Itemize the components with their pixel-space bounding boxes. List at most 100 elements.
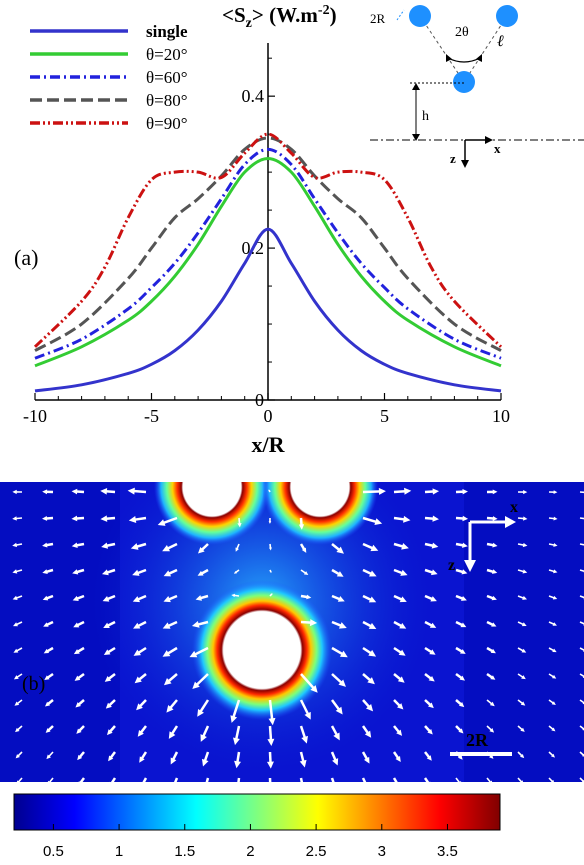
field-arrow: [548, 673, 557, 679]
field-arrow: [455, 672, 466, 681]
field-arrow: [44, 699, 54, 707]
colorbar-tick-label: 2.5: [306, 843, 327, 860]
field-arrow: [200, 725, 210, 742]
field-arrow: [455, 515, 469, 522]
field-arrow: [455, 777, 462, 782]
field-arrow: [455, 699, 465, 708]
inset-label-z: z: [450, 151, 456, 166]
colorbar-gradient: [13, 793, 501, 831]
field-arrow: [42, 594, 54, 601]
field-arrow: [330, 777, 335, 782]
field-arrow: [235, 543, 240, 552]
series-line-4: [33, 132, 503, 348]
field-arrow: [579, 751, 584, 757]
y-tick-label: 0.4: [242, 86, 265, 106]
field-arrow: [548, 777, 554, 782]
field-arrow: [517, 621, 527, 627]
colorbar-tick-label: 1.5: [174, 843, 195, 860]
colorbar: 0.5 1 1.5 2 2.5 3 3.5: [13, 793, 501, 860]
field-arrow: [455, 542, 468, 548]
field-arrow: [393, 725, 403, 736]
field-arrow: [15, 751, 23, 759]
y-tick-label: 0: [255, 390, 264, 410]
vector-arrows: [12, 487, 584, 782]
field-arrow: [102, 594, 116, 602]
legend-label: θ=60°: [146, 68, 188, 87]
field-arrow: [162, 620, 178, 629]
field-arrow: [237, 777, 241, 782]
field-arrow: [486, 620, 497, 627]
field-arrow: [362, 516, 383, 526]
field-arrow: [424, 673, 435, 682]
field-arrow: [362, 646, 377, 657]
field-arrow: [424, 725, 433, 735]
inset-label-h: h: [422, 109, 429, 124]
field-arrow: [234, 751, 242, 769]
field-arrow: [195, 594, 209, 601]
field-arrow: [424, 594, 437, 602]
field-arrow: [486, 594, 497, 601]
field-arrow: [455, 620, 467, 628]
field-arrow: [13, 621, 23, 627]
field-arrow: [268, 777, 272, 782]
field-arrow: [486, 489, 498, 495]
field-arrow: [362, 620, 377, 630]
field-arrow: [77, 751, 85, 761]
x-tick-label: 10: [492, 406, 510, 426]
field-arrow: [268, 517, 272, 524]
legend-label: θ=80°: [146, 91, 188, 110]
field-arrow: [486, 568, 498, 574]
field-arrow: [162, 542, 178, 552]
field-arrow: [299, 725, 308, 744]
field-arrow: [139, 751, 148, 763]
field-arrow: [43, 646, 54, 654]
field-arrow: [46, 751, 54, 760]
colorbar-tick-label: 3.5: [437, 843, 458, 860]
field-arrow: [548, 621, 557, 626]
field-arrow: [133, 620, 147, 629]
field-arrow: [173, 777, 179, 782]
field-arrow: [75, 699, 85, 708]
field-arrow: [486, 699, 495, 707]
field-arrow: [14, 699, 23, 706]
field-arrow: [517, 647, 527, 653]
axes-indicator: x z: [448, 499, 518, 574]
field-arrow: [424, 568, 438, 576]
field-arrow: [548, 490, 558, 495]
field-arrow: [299, 777, 304, 782]
field-arrow: [232, 725, 241, 746]
field-arrow: [299, 699, 311, 720]
field-arrow: [300, 619, 318, 627]
field-arrow: [101, 542, 116, 549]
field-arrow: [201, 751, 210, 767]
field-arrow: [331, 568, 344, 577]
field-arrow: [548, 516, 558, 521]
y-axis-label: <Sz> (W.m-2): [222, 3, 337, 31]
field-arrow: [330, 751, 339, 766]
field-arrow: [12, 542, 23, 548]
field-arrow: [266, 751, 274, 769]
field-arrow: [548, 569, 558, 574]
field-arrow: [105, 699, 116, 709]
field-arrow: [300, 569, 309, 576]
field-arrow: [424, 620, 437, 628]
colorbar-tick-label: 1: [115, 843, 123, 860]
field-arrow: [71, 542, 85, 548]
field-arrow: [189, 646, 209, 658]
field-arrow: [579, 777, 584, 782]
field-arrow: [109, 777, 117, 782]
field-arrow: [361, 751, 370, 764]
field-arrow: [170, 751, 179, 765]
series-line-2: [34, 147, 502, 360]
field-arrow: [42, 542, 54, 548]
heatmap-panel-b: x z (b) 2R: [0, 482, 584, 782]
field-arrow: [78, 777, 86, 782]
field-arrow: [44, 672, 54, 681]
x-tick-label: 5: [380, 406, 389, 426]
field-arrow: [517, 751, 525, 759]
field-arrow: [331, 646, 348, 658]
field-map: x z (b) 2R: [0, 482, 584, 782]
field-arrow: [517, 595, 528, 600]
